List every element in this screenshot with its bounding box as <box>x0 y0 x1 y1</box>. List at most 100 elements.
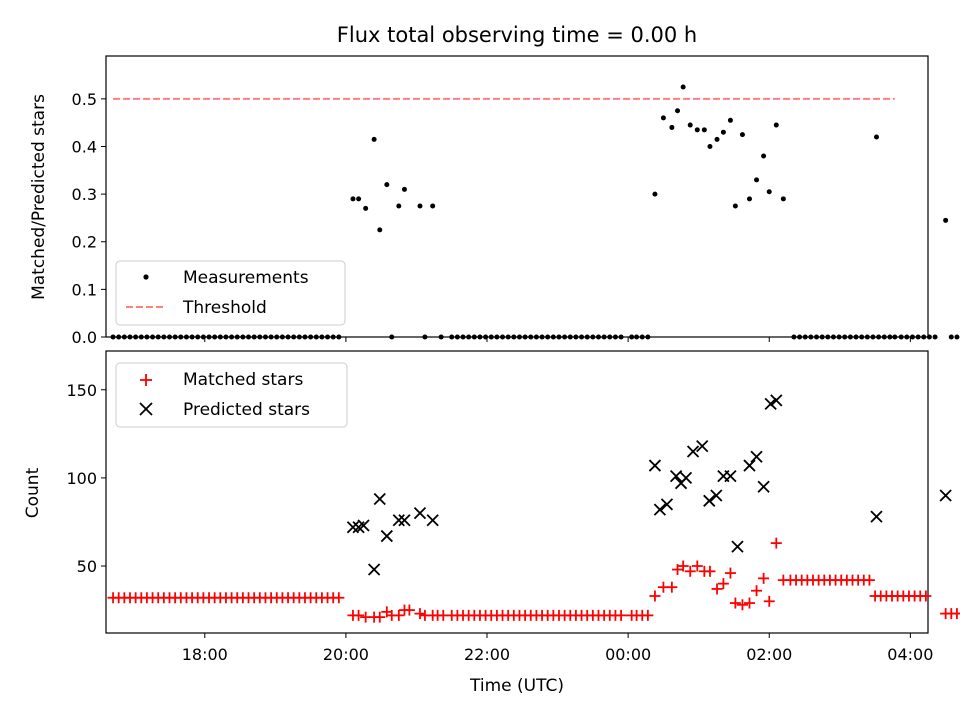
measurement-point <box>714 136 720 142</box>
measurement-point <box>178 334 184 340</box>
measurement-point <box>830 334 836 340</box>
predicted-star-point <box>703 494 716 507</box>
measurement-point <box>797 334 803 340</box>
measurement-point <box>389 334 395 340</box>
measurement-point <box>483 334 489 340</box>
measurement-point <box>384 182 390 188</box>
matched-star-point <box>684 565 696 577</box>
matched-star-point <box>951 608 960 620</box>
measurement-point <box>500 334 506 340</box>
matched-star-point <box>717 578 729 590</box>
measurement-point <box>539 334 545 340</box>
measurement-point <box>313 334 319 340</box>
predicted-star-point <box>648 459 662 472</box>
measurement-point <box>595 334 601 340</box>
measurement-point <box>223 334 229 340</box>
measurement-point <box>356 196 362 202</box>
measurement-point <box>200 334 206 340</box>
measurement-point <box>161 334 167 340</box>
predicted-star-point <box>373 492 386 506</box>
measurement-point <box>195 334 201 340</box>
measurement-point <box>618 334 624 340</box>
measurement-point <box>240 334 246 340</box>
measurement-point <box>892 334 898 340</box>
measurement-point <box>454 334 460 340</box>
measurement-point <box>268 334 274 340</box>
measurement-point <box>449 334 455 340</box>
measurement-point <box>943 217 949 223</box>
measurement-point <box>948 334 954 340</box>
measurement-point <box>727 117 733 123</box>
measurement-point <box>155 334 161 340</box>
measurement-point <box>336 334 342 340</box>
measurement-point <box>669 124 675 130</box>
bottom-axes-frame <box>105 350 929 634</box>
top-chart-title: Flux total observing time = 0.00 h <box>337 23 697 47</box>
predicted-star-point <box>398 514 411 527</box>
predicted-star-point <box>770 394 783 407</box>
measurement-point <box>926 334 932 340</box>
predicted-star-point <box>357 519 370 532</box>
measurement-point <box>121 334 127 340</box>
measurement-point <box>590 334 596 340</box>
predicted-star-point <box>380 529 393 543</box>
measurement-point <box>516 334 522 340</box>
measurement-point <box>873 134 879 140</box>
measurement-point <box>645 334 651 340</box>
measurement-point <box>732 203 738 209</box>
measurement-point <box>466 334 472 340</box>
measurement-point <box>511 334 517 340</box>
measurement-point <box>274 334 280 340</box>
predicted-star-point <box>939 489 952 502</box>
matched-star-point <box>743 597 755 609</box>
bottom-legend-box <box>115 362 348 428</box>
measurement-point <box>488 334 494 340</box>
measurement-point <box>350 196 356 202</box>
measurement-point <box>652 191 658 197</box>
matched-star-point <box>353 609 365 621</box>
measurement-point <box>234 334 240 340</box>
measurement-point <box>707 143 713 149</box>
x-tick-label: 22:00 <box>464 645 510 664</box>
measurement-point <box>533 334 539 340</box>
measurement-point <box>172 334 178 340</box>
measurement-point <box>189 334 195 340</box>
bottom-plot-area: 50 100 150 18:00 20:00 22:00 00:00 02:00 04:00 <box>66 350 960 664</box>
legend-measurements-marker <box>143 274 149 280</box>
bottom-y-tick-label: 100 <box>66 469 97 488</box>
measurement-point <box>601 334 607 340</box>
measurement-point <box>285 334 291 340</box>
matched-star-point <box>403 604 415 616</box>
measurement-point <box>573 334 579 340</box>
matched-star-point <box>770 537 782 549</box>
measurement-point <box>471 334 477 340</box>
matched-star-point <box>957 612 960 615</box>
measurement-point <box>584 334 590 340</box>
measurement-point <box>246 334 252 340</box>
measurement-point <box>212 334 218 340</box>
predicted-star-point <box>731 540 744 553</box>
measurement-point <box>494 334 500 340</box>
measurement-point <box>363 205 369 211</box>
matched-star-point <box>333 592 345 604</box>
predicted-star-point <box>743 459 756 472</box>
measurement-point <box>607 334 613 340</box>
top-y-tick-label: 0.3 <box>72 185 97 204</box>
predicted-star-point <box>750 450 763 463</box>
x-tick-label: 18:00 <box>182 645 228 664</box>
top-legend-box <box>115 260 346 326</box>
measurement-point <box>612 334 618 340</box>
measurement-point <box>460 334 466 340</box>
measurement-point <box>401 186 407 192</box>
matched-star-point <box>704 565 716 577</box>
measurement-point <box>528 334 534 340</box>
matched-star-point <box>414 608 426 620</box>
measurement-point <box>915 334 921 340</box>
measurement-point <box>932 334 938 340</box>
legend-predicted-label: Predicted stars <box>183 400 310 420</box>
measurement-point <box>217 334 223 340</box>
measurement-point <box>881 334 887 340</box>
measurement-point <box>629 334 635 340</box>
predicted-star-point <box>426 514 439 527</box>
